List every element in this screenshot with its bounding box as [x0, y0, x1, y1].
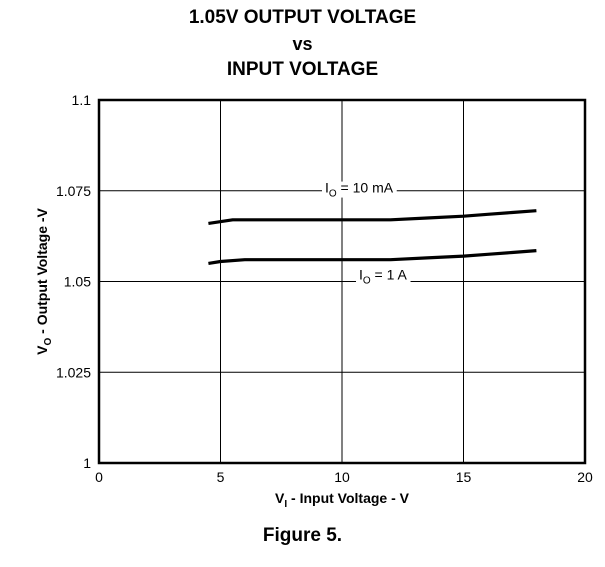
annotation-1a: IO = 1 A [359, 267, 408, 287]
grid-lines [99, 100, 585, 463]
x-tick-label-0: 0 [95, 469, 103, 485]
y-tick-label-1.075: 1.075 [56, 183, 91, 199]
y-axis-label-sub: O [43, 338, 54, 346]
annotation-1a-sub: O [363, 276, 371, 287]
x-axis-label-rest: - Input Voltage - V [287, 490, 410, 506]
tick-labels: 0 5 10 15 20 1 1.025 1.05 1.075 1.1 [56, 92, 593, 485]
chart-title-line-2: vs [292, 34, 313, 54]
x-axis-label-main: V [275, 490, 285, 506]
chart-title-line-1: 1.05V OUTPUT VOLTAGE [188, 7, 417, 28]
annotation-10ma: IO = 10 mA [325, 180, 394, 200]
chart-title-line-3: INPUT VOLTAGE [226, 59, 379, 80]
annotation-1a-main: I [359, 267, 363, 283]
y-axis-label-main: V [34, 345, 50, 355]
y-axis-label-rest: - Output Voltage -V [34, 207, 50, 337]
plot-frame [97, 98, 587, 465]
x-tick-label-15: 15 [456, 469, 472, 485]
annotation-1a-background [356, 268, 411, 285]
series-line-10ma [208, 209, 537, 225]
annotation-10ma-background [321, 181, 397, 198]
y-tick-label-1.1: 1.1 [72, 92, 92, 108]
y-tick-label-1: 1 [83, 455, 91, 471]
x-axis-label-sub: I [284, 499, 287, 510]
x-tick-label-20: 20 [577, 469, 593, 485]
y-tick-label-1.025: 1.025 [56, 364, 91, 380]
x-tick-label-5: 5 [217, 469, 225, 485]
annotation-10ma-rest: = 10 mA [337, 180, 394, 196]
series-line-1a [208, 249, 537, 265]
series-layer [208, 209, 537, 265]
annotation-10ma-sub: O [329, 189, 337, 200]
figure-caption: Figure 5. [262, 525, 343, 546]
x-tick-label-10: 10 [334, 469, 350, 485]
y-axis-label: VO - Output Voltage -V [34, 207, 54, 354]
y-tick-label-1.05: 1.05 [64, 274, 91, 290]
x-axis-label: VI - Input Voltage - V [275, 490, 410, 510]
annotation-1a-rest: = 1 A [371, 267, 408, 283]
annotation-10ma-main: I [325, 180, 329, 196]
